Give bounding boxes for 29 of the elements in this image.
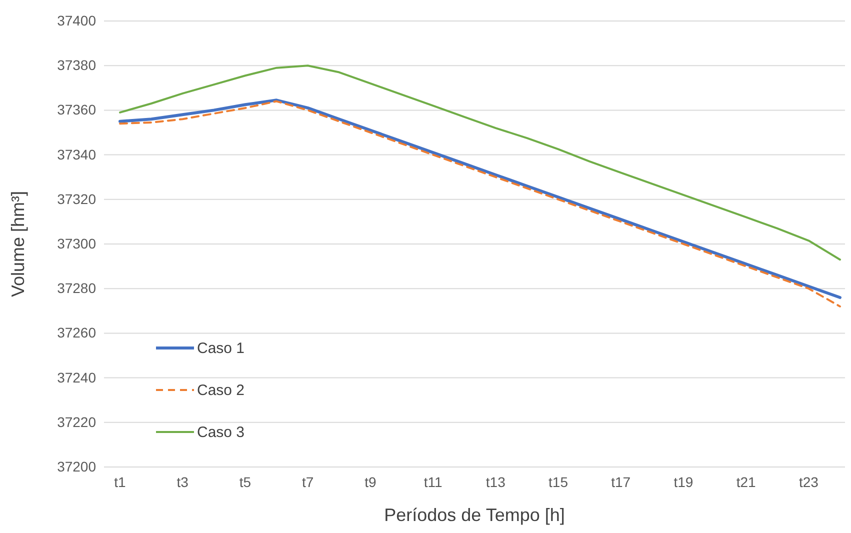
legend-label: Caso 2	[197, 382, 245, 399]
y-tick-label: 37380	[57, 57, 96, 74]
y-tick-label: 37220	[57, 414, 96, 430]
line-series	[119, 64, 841, 261]
x-tick-label: t9	[364, 474, 376, 490]
y-tick-label: 37360	[57, 102, 96, 118]
x-tick-label: t13	[486, 474, 506, 490]
y-tick-label: 37340	[57, 146, 96, 162]
y-tick-label: 37200	[57, 458, 96, 474]
y-tick-label: 37240	[57, 369, 96, 386]
x-tick-label: t15	[548, 474, 568, 490]
x-tick-label: t1	[114, 474, 126, 490]
y-tick-label: 37300	[57, 235, 96, 252]
legend-label: Caso 3	[197, 424, 245, 441]
x-tick-label: t21	[736, 474, 756, 490]
x-tick-label: t7	[302, 474, 314, 490]
x-tick-label: t19	[674, 474, 694, 490]
x-tick-label: t11	[424, 474, 442, 490]
y-tick-label: 37320	[57, 190, 96, 207]
x-tick-label: t3	[176, 474, 189, 490]
legend-label: Caso 1	[197, 340, 245, 357]
x-axis-title: Períodos de Tempo [h]	[384, 505, 565, 525]
x-tick-label: t23	[798, 474, 819, 490]
x-tick-label: t17	[611, 474, 631, 490]
x-tick-label: t5	[239, 474, 252, 490]
y-tick-label: 37280	[57, 280, 96, 296]
y-tick-label: 37400	[57, 12, 96, 28]
y-tick-label: 37260	[57, 324, 96, 341]
y-axis-title: Volume [hm³]	[8, 190, 28, 298]
